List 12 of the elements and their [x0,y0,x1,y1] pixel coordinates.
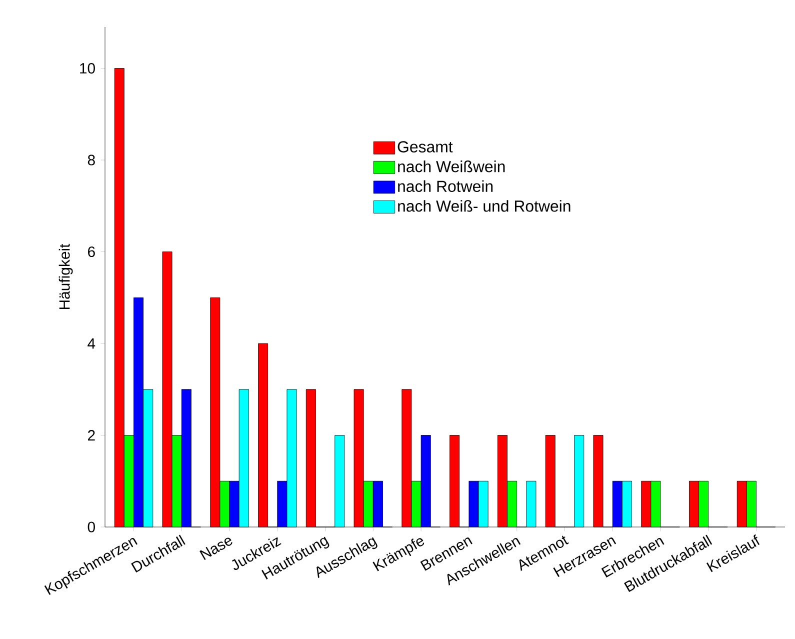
legend-label: Gesamt [398,141,453,152]
y-tick-label: 0 [88,522,95,532]
y-tick-label: 6 [88,246,95,258]
x-tick-label: Nase [200,538,232,560]
y-tick-label: 10 [80,62,95,74]
legend-label: nach Rotwein [398,180,493,192]
y-axis-title: Häufigkeit [58,244,73,310]
legend-label: nach Weiß- und Rotwein [398,200,570,212]
legend-label: nach Weißwein [398,160,505,172]
y-tick-label: 2 [88,430,95,440]
y-tick-label: 4 [88,338,96,349]
y-tick-label: 8 [88,154,95,166]
